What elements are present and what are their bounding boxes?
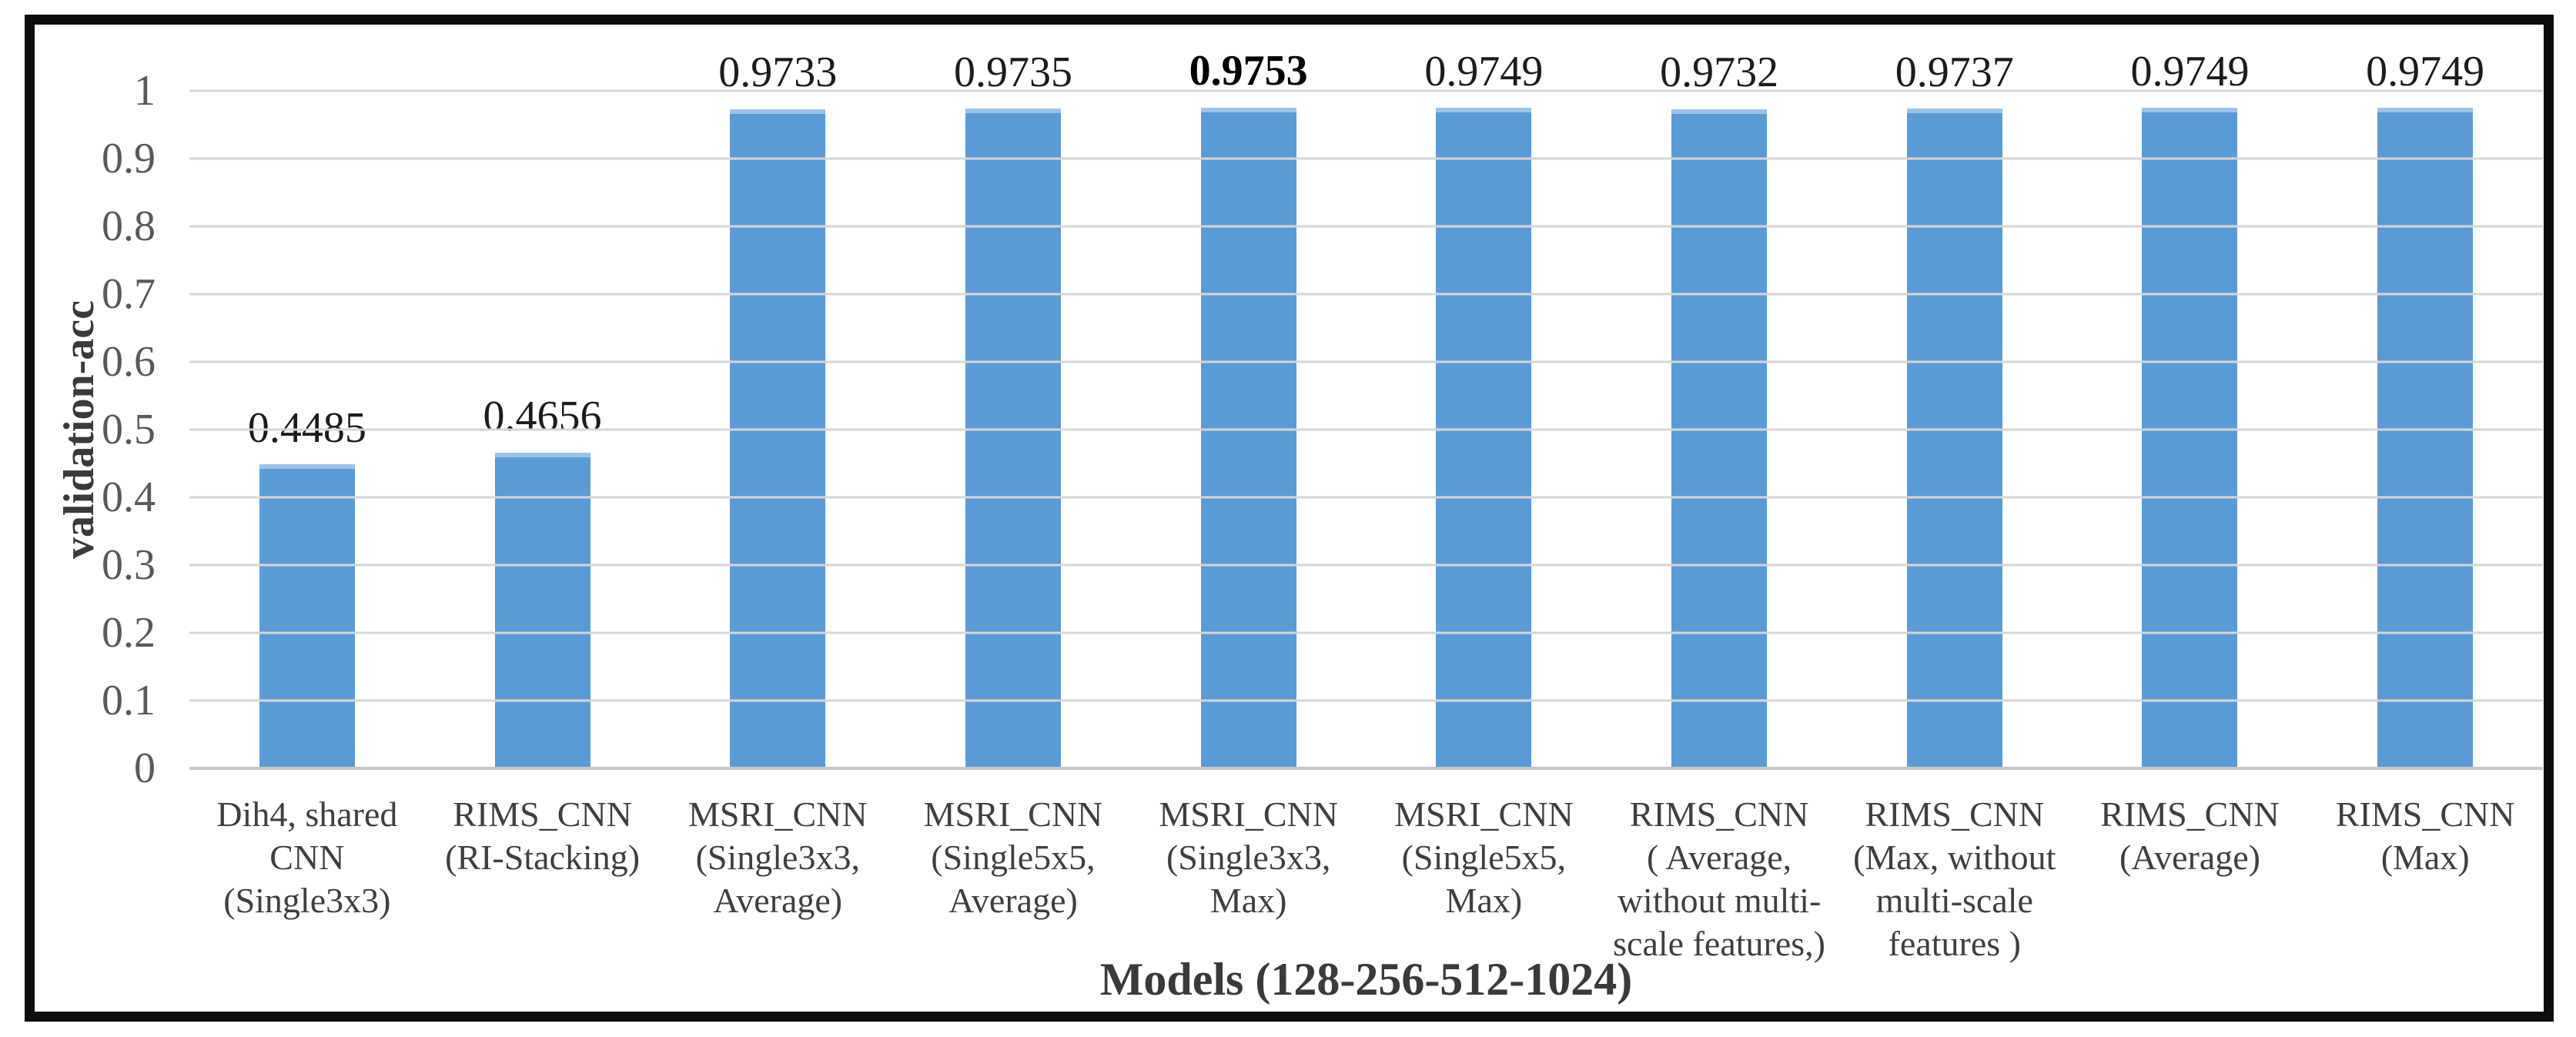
category-label: MSRI_CNN (Single3x3, Max) [1124,793,1373,922]
bar-value-label: 0.9737 [1895,48,2014,96]
category-label-line: RIMS_CNN [1865,794,2045,834]
bar [965,109,1061,768]
x-axis-line [189,767,2543,770]
y-tick-label: 0.4 [102,473,156,521]
bar-value-label: 0.4485 [247,403,366,452]
bar [259,464,355,768]
gridline [189,293,2543,296]
y-tick-label: 0.8 [102,202,156,250]
category-label-line: scale features,) [1613,924,1825,963]
y-tick-label: 0.1 [102,677,156,724]
category-label-line: (Max) [2380,838,2470,877]
category-label-line: RIMS_CNN [2100,794,2280,834]
category-label: RIMS_CNN (Max) [2300,793,2550,879]
y-tick-label: 0 [134,744,156,792]
category-label-line: multi-scale [1875,881,2033,920]
y-tick-label: 0.5 [102,406,156,453]
category-label-line: (Single5x5, [1401,838,1567,877]
y-tick-label: 0.3 [102,541,156,589]
category-label-line: ( Average, [1647,838,1792,877]
gridline [189,360,2543,363]
category-label-line: Max) [1209,881,1287,920]
category-label-line: (Single5x5, [931,838,1096,877]
bar-value-label: 0.9735 [953,48,1072,96]
gridline [189,699,2543,702]
category-label: MSRI_CNN (Single5x5, Max) [1359,793,1608,922]
category-label: RIMS_CNN (Max, without multi-scale features… [1830,793,2079,965]
category-label-line: (Average) [2119,838,2260,877]
y-tick-label: 0.2 [102,609,156,657]
y-tick-label: 1 [134,67,156,115]
bar [1671,109,1768,768]
category-label-line: features ) [1888,924,2021,963]
category-slot: 0.4485 Dih4, shared CNN (Single3x3) [189,91,425,920]
y-tick-label: 0.9 [102,135,156,182]
bar-value-label: 0.9749 [2366,47,2485,95]
category-label-line: Max) [1445,881,1523,920]
category-label-line: RIMS_CNN [1629,794,1809,834]
category-slot: 0.9737 RIMS_CNN (Max, without multi-scale fe… [1837,49,2073,963]
category-label-line: (Single3x3, [1166,838,1331,877]
category-label-line: (RI-Stacking) [445,838,641,877]
bar [730,109,826,768]
category-label: RIMS_CNN (Average) [2065,793,2314,879]
bar [2142,108,2238,768]
category-label-line: MSRI_CNN [1394,794,1574,834]
bar-series: 0.4485 Dih4, shared CNN (Single3x3) 0.4656 RI… [189,48,2543,963]
category-label-line: MSRI_CNN [1159,794,1338,834]
gridline [189,428,2543,431]
gridline [189,631,2543,634]
category-label: MSRI_CNN (Single5x5, Average) [888,793,1138,922]
bar-value-label: 0.9749 [2130,47,2250,95]
y-tick-label: 0.6 [102,338,156,386]
bar-value-label: 0.9732 [1660,49,1779,96]
category-slot: 0.9735 MSRI_CNN (Single5x5, Average) [895,49,1131,920]
x-axis-title: Models (128-256-512-1024) [1099,954,1633,1005]
gridline [189,564,2543,567]
bar-value-label: 0.9733 [718,48,838,96]
chart-frame: validation-acc 0.4485 Dih4, shared CNN (Sin… [25,15,2554,1022]
plot-area: 0.4485 Dih4, shared CNN (Single3x3) 0.4656 RI… [102,48,2543,963]
category-slot: 0.9749 RIMS_CNN (Max) [2307,48,2543,877]
category-label: Dih4, shared CNN (Single3x3) [182,793,432,922]
category-label-line: (Single3x3, [695,838,860,877]
category-slot: 0.4656 RIMS_CNN (RI-Stacking) [425,91,661,877]
category-label-line: Average) [948,881,1078,920]
bar-value-label: 0.4656 [483,392,602,440]
bar [2377,108,2474,768]
category-slot: 0.9749 RIMS_CNN (Average) [2073,48,2308,877]
category-label-line: RIMS_CNN [2335,794,2515,834]
category-label-line: (Max, without [1853,838,2056,877]
category-slot: 0.9749 MSRI_CNN (Single5x5, Max) [1367,48,1602,920]
category-label-line: Dih4, shared [216,794,398,834]
bar [1200,107,1296,768]
bar-value-label: 0.9749 [1424,47,1544,95]
category-label-line: without multi- [1617,881,1822,920]
category-label-line: CNN [269,838,345,877]
gridline [189,225,2543,228]
gridline [189,157,2543,160]
y-tick-label: 0.7 [102,270,156,318]
category-label: RIMS_CNN ( Average, without multi-scale fe… [1594,793,1844,965]
bar [1906,109,2002,768]
category-label-line: (Single3x3) [223,881,391,920]
category-slot: 0.9732 RIMS_CNN ( Average, without multi-sc… [1601,49,1837,963]
category-label-line: Average) [713,881,843,920]
category-label: MSRI_CNN (Single3x3, Average) [653,793,902,922]
category-slot: 0.9733 MSRI_CNN (Single3x3, Average) [660,49,895,920]
category-label-line: RIMS_CNN [453,794,632,834]
category-label-line: MSRI_CNN [687,794,868,834]
bar-value-label: 0.9753 [1189,47,1308,95]
category-slot: 0.9753 MSRI_CNN (Single3x3, Max) [1131,48,1367,920]
gridline [189,89,2543,92]
bar [1436,108,1532,768]
category-label: RIMS_CNN (RI-Stacking) [418,793,667,879]
y-axis-title: validation-acc [55,300,103,559]
category-label-line: MSRI_CNN [923,794,1103,834]
gridline [189,496,2543,499]
bar [494,453,590,768]
